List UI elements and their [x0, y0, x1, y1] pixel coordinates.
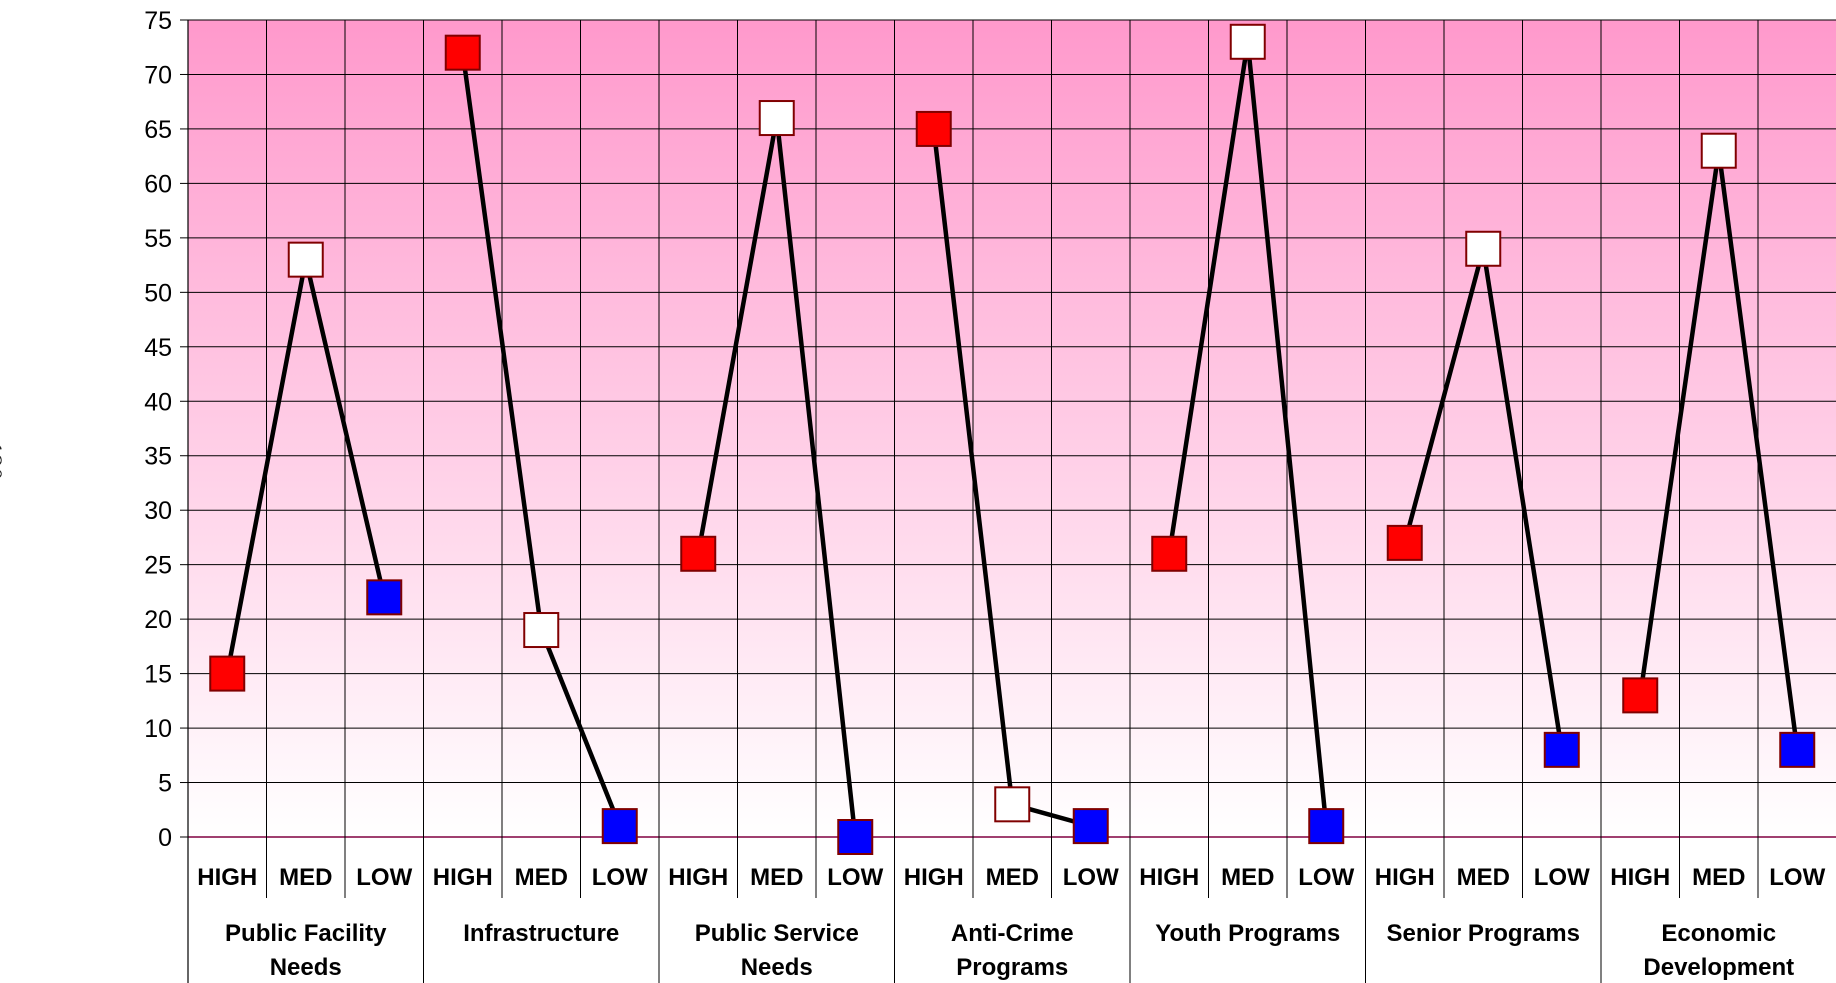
plot-background	[188, 20, 1836, 837]
low-marker	[366, 579, 403, 616]
high-marker	[1386, 524, 1423, 561]
low-marker	[601, 808, 638, 845]
low-marker	[1072, 808, 1109, 845]
level-label-low: LOW	[1534, 864, 1590, 891]
med-marker	[287, 241, 324, 278]
level-label-med: MED	[1692, 864, 1745, 891]
high-marker	[680, 535, 717, 572]
category-label: Anti-Crime	[951, 920, 1074, 947]
low-marker	[1779, 731, 1816, 768]
level-label-high: HIGH	[1375, 864, 1435, 891]
category-label: Needs	[741, 954, 813, 981]
category-label: Public Service	[695, 920, 859, 947]
y-tick-label: 10	[144, 715, 172, 743]
level-label-low: LOW	[592, 864, 648, 891]
level-label-high: HIGH	[433, 864, 493, 891]
category-label: Infrastructure	[463, 920, 619, 947]
level-label-low: LOW	[1063, 864, 1119, 891]
med-marker	[1465, 230, 1502, 267]
low-marker	[1543, 731, 1580, 768]
category-label: Youth Programs	[1155, 920, 1340, 947]
y-tick-label: 45	[144, 334, 172, 362]
med-marker	[1700, 132, 1737, 169]
level-label-low: LOW	[1298, 864, 1354, 891]
series-markers	[209, 23, 1816, 855]
y-tick-label: 65	[144, 116, 172, 144]
level-label-high: HIGH	[904, 864, 964, 891]
level-label-low: LOW	[1769, 864, 1825, 891]
high-marker	[915, 110, 952, 147]
high-marker	[1151, 535, 1188, 572]
low-marker	[837, 819, 874, 855]
y-tick-label: 30	[144, 497, 172, 525]
y-tick-label: 20	[144, 606, 172, 634]
level-label-low: LOW	[827, 864, 883, 891]
level-label-med: MED	[750, 864, 803, 891]
y-tick-label: 15	[144, 661, 172, 689]
category-label: Development	[1643, 954, 1794, 981]
level-label-med: MED	[1457, 864, 1510, 891]
level-label-high: HIGH	[197, 864, 257, 891]
y-tick-label: 35	[144, 443, 172, 471]
y-tick-label: 50	[144, 279, 172, 307]
x-axis: HIGH MED LOW Public Facility Needs HIGH MED LOW…	[197, 837, 1826, 983]
high-marker	[444, 34, 481, 71]
category-label: Economic	[1661, 920, 1776, 947]
level-label-high: HIGH	[668, 864, 728, 891]
high-marker	[209, 655, 246, 692]
level-label-med: MED	[986, 864, 1039, 891]
med-marker	[758, 100, 795, 137]
med-marker	[994, 786, 1031, 823]
high-marker	[1622, 677, 1659, 714]
level-label-low: LOW	[356, 864, 412, 891]
level-label-high: HIGH	[1610, 864, 1670, 891]
y-tick-label: 75	[144, 7, 172, 35]
y-tick-label: 60	[144, 170, 172, 198]
y-tick-label: 40	[144, 388, 172, 416]
low-marker	[1308, 808, 1345, 845]
y-tick-label: 5	[158, 770, 172, 798]
category-label: Needs	[270, 954, 342, 981]
level-label-med: MED	[515, 864, 568, 891]
med-marker	[1229, 23, 1266, 60]
category-label: Public Facility	[225, 920, 387, 947]
y-tick-label: 55	[144, 225, 172, 253]
level-label-med: MED	[1221, 864, 1274, 891]
y-tick-label: 0	[158, 824, 172, 852]
med-marker	[523, 612, 560, 649]
category-label: Programs	[956, 954, 1068, 981]
category-label: Senior Programs	[1387, 920, 1580, 947]
y-tick-label: 70	[144, 61, 172, 89]
level-label-high: HIGH	[1139, 864, 1199, 891]
y-axis: 0 5 10 15 20 25 30 35 40 45 50 55 60 65 70 75	[144, 7, 189, 983]
y-tick-label: 25	[144, 552, 172, 580]
level-label-med: MED	[279, 864, 332, 891]
